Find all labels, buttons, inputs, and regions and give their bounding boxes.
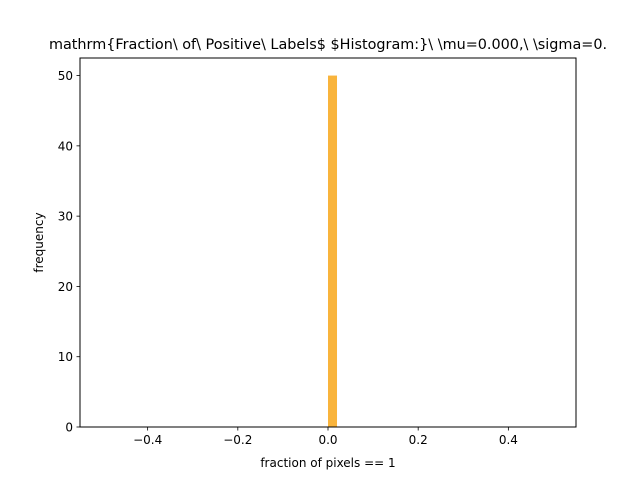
y-tick-label: 40 [58, 139, 73, 153]
y-tick-label: 0 [65, 421, 73, 435]
x-tick-label: 0.0 [318, 433, 337, 447]
x-tick-label: −0.2 [223, 433, 252, 447]
y-tick-label: 30 [58, 210, 73, 224]
y-tick-label: 20 [58, 280, 73, 294]
x-tick-label: 0.4 [499, 433, 518, 447]
chart-title: mathrm{Fraction\ of\ Positive\ Labels$ $… [49, 37, 607, 53]
x-tick-label: 0.2 [409, 433, 428, 447]
x-axis-label: fraction of pixels == 1 [260, 456, 395, 470]
y-tick-label: 10 [58, 350, 73, 364]
y-axis-label: frequency [32, 212, 46, 272]
x-axis-ticks: −0.4 −0.2 0.0 0.2 0.4 [133, 427, 518, 447]
bars-group [328, 75, 338, 428]
histogram-bar [328, 75, 338, 428]
x-tick-label: −0.4 [133, 433, 162, 447]
y-tick-label: 50 [58, 69, 73, 83]
y-axis-ticks: 0 10 20 30 40 50 [58, 69, 80, 435]
